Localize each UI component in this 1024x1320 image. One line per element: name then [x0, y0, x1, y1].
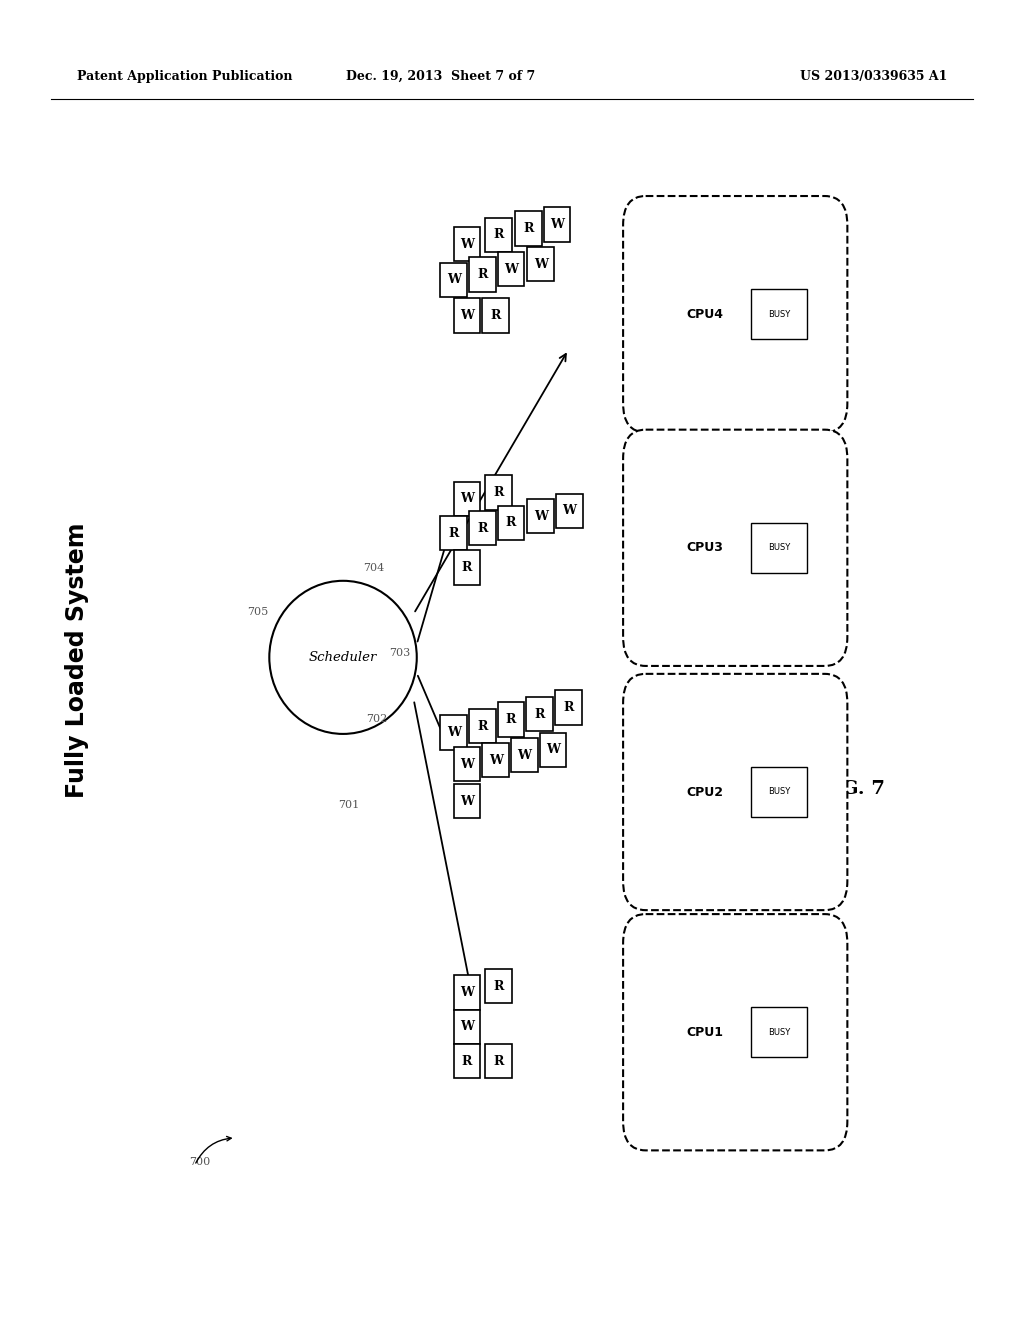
Bar	[498, 506, 524, 540]
Bar	[469, 257, 496, 292]
Text: US 2013/0339635 A1: US 2013/0339635 A1	[800, 70, 947, 83]
Bar	[485, 1044, 512, 1078]
Bar	[556, 494, 583, 528]
Text: R: R	[494, 979, 504, 993]
Text: R: R	[490, 309, 501, 322]
Text: W: W	[488, 754, 503, 767]
Text: W: W	[446, 273, 461, 286]
Bar	[751, 289, 807, 339]
Text: W: W	[460, 238, 474, 251]
Text: CPU1: CPU1	[686, 1026, 723, 1039]
Bar	[454, 747, 480, 781]
FancyBboxPatch shape	[623, 673, 847, 911]
Bar	[485, 218, 512, 252]
Text: R: R	[523, 222, 534, 235]
Bar	[454, 298, 480, 333]
Bar	[454, 975, 480, 1010]
Text: W: W	[546, 743, 560, 756]
FancyBboxPatch shape	[623, 195, 847, 433]
Text: W: W	[460, 309, 474, 322]
Text: 701: 701	[338, 800, 359, 810]
Text: W: W	[550, 218, 564, 231]
Text: Fully Loaded System: Fully Loaded System	[65, 523, 89, 797]
Text: W: W	[460, 795, 474, 808]
Bar	[440, 516, 467, 550]
Bar	[527, 247, 554, 281]
Text: BUSY: BUSY	[768, 544, 790, 552]
Text: W: W	[460, 492, 474, 506]
Bar	[454, 550, 480, 585]
Bar	[540, 733, 566, 767]
Bar	[498, 702, 524, 737]
Text: FIG. 7: FIG. 7	[819, 780, 885, 799]
Text: R: R	[477, 719, 487, 733]
Bar	[511, 738, 538, 772]
Text: 704: 704	[364, 562, 385, 573]
Text: BUSY: BUSY	[768, 310, 790, 318]
Bar	[454, 482, 480, 516]
Text: 702: 702	[367, 714, 388, 725]
Text: W: W	[446, 726, 461, 739]
Text: R: R	[563, 701, 573, 714]
Text: Scheduler: Scheduler	[309, 651, 377, 664]
Bar	[454, 227, 480, 261]
Bar	[454, 1010, 480, 1044]
Text: R: R	[494, 228, 504, 242]
Bar	[751, 1007, 807, 1057]
Text: R: R	[462, 1055, 472, 1068]
Text: R: R	[449, 527, 459, 540]
Text: CPU3: CPU3	[686, 541, 723, 554]
Text: W: W	[534, 510, 548, 523]
Text: R: R	[506, 516, 516, 529]
Text: BUSY: BUSY	[768, 788, 790, 796]
Bar	[440, 263, 467, 297]
Text: 700: 700	[189, 1156, 211, 1167]
Text: R: R	[535, 708, 545, 721]
Text: Dec. 19, 2013  Sheet 7 of 7: Dec. 19, 2013 Sheet 7 of 7	[346, 70, 535, 83]
Text: W: W	[460, 758, 474, 771]
Bar	[482, 298, 509, 333]
Bar	[485, 969, 512, 1003]
Bar	[751, 523, 807, 573]
Text: R: R	[462, 561, 472, 574]
Bar	[526, 697, 553, 731]
FancyBboxPatch shape	[623, 430, 847, 665]
Bar	[544, 207, 570, 242]
Text: R: R	[494, 1055, 504, 1068]
Bar	[482, 743, 509, 777]
Text: W: W	[460, 986, 474, 999]
Bar	[498, 252, 524, 286]
Bar	[469, 511, 496, 545]
FancyBboxPatch shape	[623, 913, 847, 1150]
Text: W: W	[517, 748, 531, 762]
Bar	[454, 1044, 480, 1078]
Text: BUSY: BUSY	[768, 1028, 790, 1036]
Text: R: R	[477, 268, 487, 281]
Text: 705: 705	[247, 607, 268, 618]
Text: 703: 703	[389, 648, 411, 659]
Bar	[440, 715, 467, 750]
Text: W: W	[534, 257, 548, 271]
Ellipse shape	[269, 581, 417, 734]
Text: CPU4: CPU4	[686, 308, 723, 321]
Text: R: R	[494, 486, 504, 499]
Bar	[555, 690, 582, 725]
Bar	[527, 499, 554, 533]
Text: CPU2: CPU2	[686, 785, 723, 799]
Text: W: W	[504, 263, 518, 276]
Text: W: W	[460, 1020, 474, 1034]
Text: W: W	[562, 504, 577, 517]
Bar	[515, 211, 542, 246]
Text: R: R	[477, 521, 487, 535]
Bar	[469, 709, 496, 743]
Bar	[751, 767, 807, 817]
Text: R: R	[506, 713, 516, 726]
Text: Patent Application Publication: Patent Application Publication	[77, 70, 292, 83]
Bar	[485, 475, 512, 510]
Bar	[454, 784, 480, 818]
